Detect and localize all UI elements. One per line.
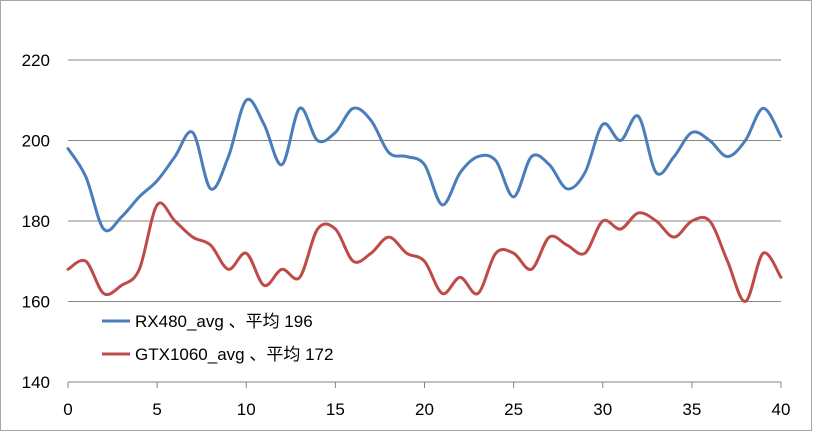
axes: 0 5 10 15 20 25 30 35 40 140 160 180 200 220 [22, 51, 791, 419]
legend: RX480_avg 、平均 196 GTX1060_avg 、平均 172 [102, 312, 333, 364]
y-axis-ticks: 140 160 180 200 220 [22, 51, 50, 392]
x-axis-ticks: 0 5 10 15 20 25 30 35 40 [63, 382, 790, 419]
series-layer [66, 97, 783, 303]
x-tick-label: 25 [504, 400, 523, 419]
x-tick-label: 10 [237, 400, 256, 419]
x-tick-label: 0 [63, 400, 72, 419]
legend-label-0: RX480_avg 、平均 196 [135, 312, 313, 331]
x-tick-label: 20 [415, 400, 434, 419]
y-tick-label: 180 [22, 212, 50, 231]
x-tick-label: 5 [152, 400, 161, 419]
y-tick-label: 160 [22, 293, 50, 312]
x-tick-label: 15 [326, 400, 345, 419]
gridlines [68, 59, 781, 302]
series-line-1 [66, 201, 783, 303]
legend-label-1: GTX1060_avg 、平均 172 [135, 345, 333, 364]
x-tick-label: 40 [772, 400, 791, 419]
x-tick-label: 35 [682, 400, 701, 419]
y-tick-label: 200 [22, 132, 50, 151]
x-tick-label: 30 [593, 400, 612, 419]
y-tick-label: 220 [22, 51, 50, 70]
series-line-0 [66, 97, 783, 233]
y-tick-label: 140 [22, 373, 50, 392]
